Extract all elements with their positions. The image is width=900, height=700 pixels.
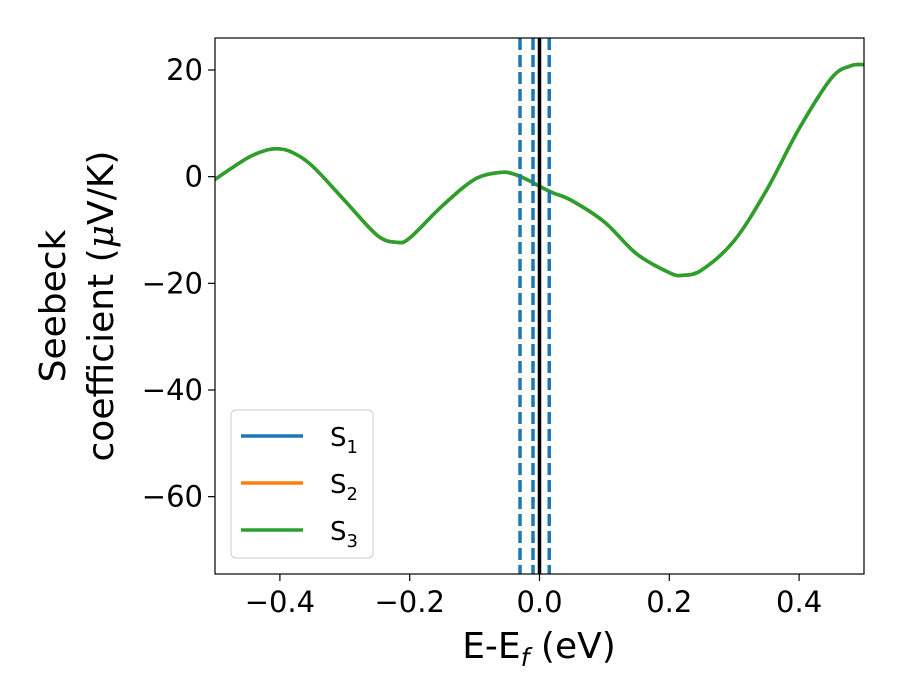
x-tick-label: −0.2 xyxy=(374,585,444,619)
y-axis-label-line2-suffix: V/K) xyxy=(81,151,122,225)
plot-data-layer xyxy=(215,38,864,574)
y-tick-label: −20 xyxy=(142,266,203,300)
y-tick-label: −40 xyxy=(142,373,203,407)
x-tick-label: 0.4 xyxy=(776,585,822,619)
y-axis-label-line2: coefficient (μV/K) xyxy=(81,151,122,462)
series-line-s3 xyxy=(215,62,864,278)
y-tick-label: 20 xyxy=(166,53,203,87)
x-axis-label-base: E-E xyxy=(462,626,520,667)
legend-label-s2: S2 xyxy=(330,470,358,505)
legend-label-subscript: 2 xyxy=(347,484,358,505)
y-tick-label: −60 xyxy=(142,480,203,514)
legend-label-s1: S1 xyxy=(330,423,358,458)
x-tick-label: 0.0 xyxy=(516,585,562,619)
y-axis-ticks: 20 0 −20 −40 −60 xyxy=(142,53,215,514)
x-axis-ticks: −0.4 −0.2 0.0 0.2 0.4 xyxy=(245,574,822,619)
x-axis-label-suffix: (eV) xyxy=(529,626,615,667)
legend-label-subscript: 3 xyxy=(347,531,358,552)
x-tick-label: −0.4 xyxy=(245,585,315,619)
y-axis-label-line1: Seebeck xyxy=(33,229,74,382)
x-tick-label: 0.2 xyxy=(646,585,692,619)
legend-label-base: S xyxy=(330,423,347,453)
y-axis-label-line2-prefix: coefficient ( xyxy=(81,248,122,461)
y-axis-label-mu: μ xyxy=(81,225,122,248)
legend-label-subscript: 1 xyxy=(347,437,358,458)
y-tick-label: 0 xyxy=(185,160,203,194)
legend-label-base: S xyxy=(330,517,347,547)
x-axis-label: E-Ef (eV) xyxy=(462,626,616,672)
legend-label-base: S xyxy=(330,470,347,500)
legend-label-s3: S3 xyxy=(330,517,358,552)
